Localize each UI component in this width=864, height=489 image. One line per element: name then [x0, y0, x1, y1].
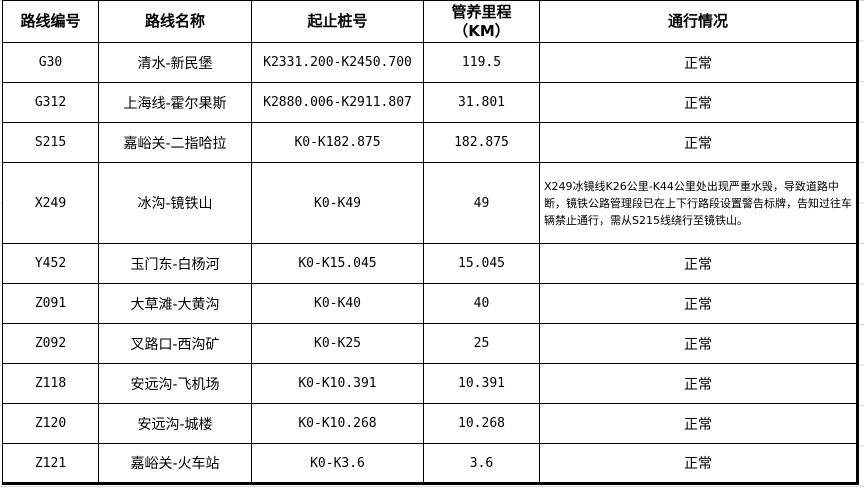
route-code-cell: G30	[2, 42, 99, 83]
route-name-cell: 安远沟-飞机场	[98, 363, 252, 404]
mileage-cell: 3.6	[423, 443, 540, 484]
route-code-cell: Z118	[2, 363, 99, 404]
traffic-status-cell: 正常	[539, 283, 858, 324]
route-code-cell: Y452	[2, 243, 99, 284]
route-name-cell: 安远沟-城楼	[98, 403, 252, 444]
table-row: G30 清水-新民堡 K2331.200-K2450.700 119.5 正常	[2, 42, 858, 83]
traffic-status-cell: 正常	[539, 82, 858, 123]
header-mileage-label: 管养里程	[451, 2, 512, 21]
route-name-cell: 上海线-霍尔果斯	[98, 82, 252, 123]
header-mileage-unit: （KM）	[453, 21, 510, 40]
stake-range-cell: K0-K10.268	[251, 403, 424, 444]
route-code-cell: Z120	[2, 403, 99, 444]
traffic-status-cell: 正常	[539, 443, 858, 484]
stake-range-cell: K2331.200-K2450.700	[251, 42, 424, 83]
route-code-cell: S215	[2, 122, 99, 163]
stake-range-cell: K0-K10.391	[251, 363, 424, 404]
mileage-cell: 10.268	[423, 403, 540, 444]
stake-range-cell: K0-K25	[251, 323, 424, 364]
traffic-status-cell: 正常	[539, 42, 858, 83]
traffic-status-cell: 正常	[539, 403, 858, 444]
stake-range-cell: K0-K40	[251, 283, 424, 324]
mileage-cell: 15.045	[423, 243, 540, 284]
table-row: X249 冰沟-镜铁山 K0-K49 49 X249冰镜线K26公里-K44公里处出现严…	[2, 162, 858, 244]
header-route-name: 路线名称	[98, 0, 252, 43]
mileage-cell: 119.5	[423, 42, 540, 83]
table-row: Z091 大草滩-大黄沟 K0-K40 40 正常	[2, 283, 858, 324]
table-row: G312 上海线-霍尔果斯 K2880.006-K2911.807 31.801 正常	[2, 82, 858, 123]
mileage-cell: 40	[423, 283, 540, 324]
traffic-status-cell: 正常	[539, 363, 858, 404]
traffic-status-cell: X249冰镜线K26公里-K44公里处出现严重水毁，导致道路中断，镜铁公路管理段…	[539, 162, 858, 244]
stake-range-cell: K0-K182.875	[251, 122, 424, 163]
route-name-cell: 玉门东-白杨河	[98, 243, 252, 284]
stake-range-cell: K0-K3.6	[251, 443, 424, 484]
route-name-cell: 嘉峪关-火车站	[98, 443, 252, 484]
traffic-status-cell: 正常	[539, 122, 858, 163]
mileage-cell: 182.875	[423, 122, 540, 163]
mileage-cell: 10.391	[423, 363, 540, 404]
route-name-cell: 大草滩-大黄沟	[98, 283, 252, 324]
mileage-cell: 49	[423, 162, 540, 244]
table-row: Y452 玉门东-白杨河 K0-K15.045 15.045 正常	[2, 243, 858, 284]
route-name-cell: 叉路口-西沟矿	[98, 323, 252, 364]
stake-range-cell: K0-K49	[251, 162, 424, 244]
table-row: Z092 叉路口-西沟矿 K0-K25 25 正常	[2, 323, 858, 364]
stake-range-cell: K2880.006-K2911.807	[251, 82, 424, 123]
header-route-code: 路线编号	[2, 0, 99, 43]
header-row: 路线编号 路线名称 起止桩号 管养里程 （KM） 通行情况	[2, 0, 858, 43]
route-code-cell: X249	[2, 162, 99, 244]
route-name-cell: 清水-新民堡	[98, 42, 252, 83]
mileage-cell: 25	[423, 323, 540, 364]
route-name-cell: 冰沟-镜铁山	[98, 162, 252, 244]
header-stake-range: 起止桩号	[251, 0, 424, 43]
route-code-cell: Z121	[2, 443, 99, 484]
traffic-status-cell: 正常	[539, 323, 858, 364]
table-row: S215 嘉峪关-二指哈拉 K0-K182.875 182.875 正常	[2, 122, 858, 163]
table-row: Z118 安远沟-飞机场 K0-K10.391 10.391 正常	[2, 363, 858, 404]
header-traffic-status: 通行情况	[539, 0, 858, 43]
table-row: Z120 安远沟-城楼 K0-K10.268 10.268 正常	[2, 403, 858, 444]
route-name-cell: 嘉峪关-二指哈拉	[98, 122, 252, 163]
route-code-cell: Z091	[2, 283, 99, 324]
mileage-cell: 31.801	[423, 82, 540, 123]
header-mileage: 管养里程 （KM）	[423, 0, 540, 43]
stake-range-cell: K0-K15.045	[251, 243, 424, 284]
route-code-cell: G312	[2, 82, 99, 123]
table-row: Z121 嘉峪关-火车站 K0-K3.6 3.6 正常	[2, 443, 858, 484]
route-code-cell: Z092	[2, 323, 99, 364]
traffic-status-cell: 正常	[539, 243, 858, 284]
